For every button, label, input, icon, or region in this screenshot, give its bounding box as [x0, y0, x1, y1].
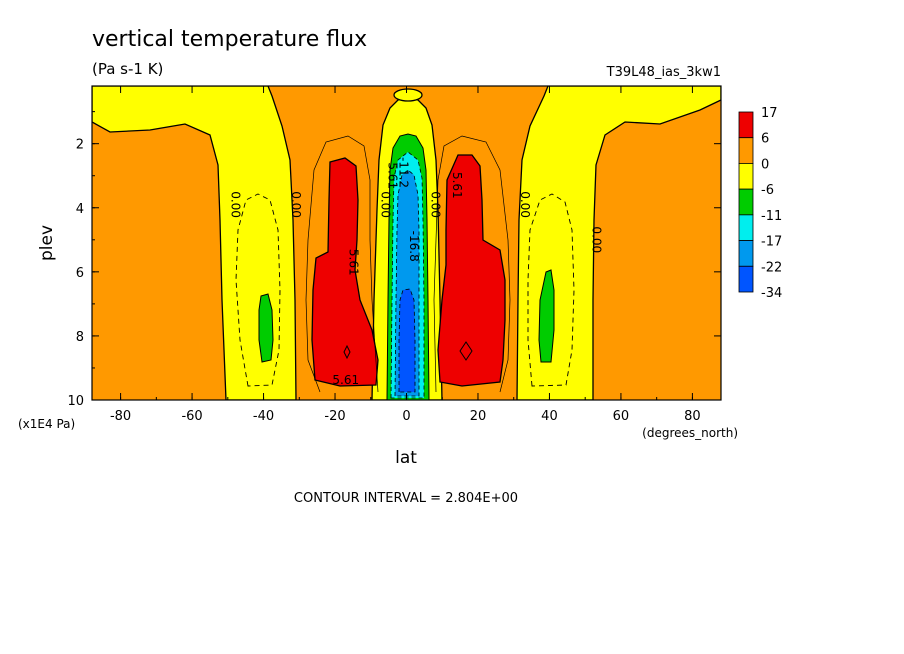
- x-tick-label: -40: [253, 409, 274, 424]
- colorbar-swatch: [738, 163, 754, 190]
- contour-label: 5.61: [450, 172, 464, 199]
- contour-dashed-left: [235, 193, 281, 387]
- colorbar-label: 6: [761, 132, 769, 147]
- contour-field: [92, 86, 721, 400]
- y-tick-label: 4: [76, 202, 84, 217]
- x-tick-label: 60: [613, 409, 630, 424]
- field-yellow-right: [516, 86, 721, 400]
- field-deepblue-center: [398, 288, 416, 393]
- y-tick-label: 2: [76, 138, 84, 153]
- contour-label: -16.8: [407, 231, 421, 262]
- x-tick-label: 40: [541, 409, 558, 424]
- y-tick-label: 6: [76, 266, 84, 281]
- chart-units: (Pa s-1 K): [92, 60, 163, 78]
- field-yellow-left: [92, 86, 297, 400]
- field-yellow-top: [393, 88, 423, 102]
- marker-left: [343, 344, 351, 360]
- x-tick-label: -60: [181, 409, 202, 424]
- colorbar-label: 0: [761, 157, 769, 172]
- contour-dashed-right: [527, 193, 575, 387]
- x-axis-ticks: -80 -60 -40 -20 0 20 40 60 80: [110, 86, 701, 424]
- field-green-left: [258, 293, 274, 363]
- colorbar-swatch: [738, 265, 754, 293]
- contour-label: 0.00: [378, 191, 392, 218]
- colorbar-swatch: [738, 137, 754, 164]
- x-tick-label: 20: [470, 409, 487, 424]
- colorbar-swatch: [738, 111, 754, 139]
- colorbar-label: -6: [761, 183, 774, 198]
- field-green-right: [538, 269, 555, 363]
- contour-label: 0.00: [518, 191, 532, 218]
- contour-label: 0.00: [589, 226, 603, 253]
- chart-title: vertical temperature flux: [92, 27, 367, 52]
- contour-label: 5.61: [346, 249, 360, 276]
- x-tick-label: -20: [324, 409, 345, 424]
- contour-label: -11.2: [396, 157, 410, 188]
- contour-labels: 0.00 0.005.610.005.61-11.2-16.80.005.610.…: [228, 157, 603, 387]
- colorbar-swatch: [738, 188, 754, 216]
- colorbar-label: -22: [761, 260, 782, 275]
- colorbar-label: -34: [761, 286, 782, 301]
- y-axis-ticks: 2 4 6 8 10: [67, 111, 721, 409]
- contour-interval: CONTOUR INTERVAL = 2.804E+00: [294, 491, 518, 506]
- colorbar-label: -11: [761, 209, 782, 224]
- contour-label: 0.00: [429, 191, 443, 218]
- x-axis-units: (degrees_north): [642, 426, 738, 440]
- y-axis-label: plev: [37, 225, 57, 261]
- colorbar-label: 17: [761, 106, 778, 121]
- colorbar: 17 6 0 -6 -11 -17 -22 -34: [738, 106, 782, 301]
- field-red-right: [437, 154, 506, 387]
- x-tick-label: -80: [110, 409, 131, 424]
- x-axis-label: lat: [395, 448, 417, 468]
- y-tick-label: 8: [76, 330, 84, 345]
- y-axis-units: (x1E4 Pa): [18, 417, 75, 431]
- colorbar-swatch: [738, 214, 754, 241]
- x-tick-label: 0: [402, 409, 410, 424]
- contour-label: 5.61: [332, 373, 359, 387]
- contour-label: 5.61: [386, 162, 400, 189]
- run-label: T39L48_ias_3kw1: [606, 65, 721, 80]
- colorbar-label: -17: [761, 235, 782, 250]
- contour-label: 0.00: [289, 191, 303, 218]
- contour-thin-left: [305, 135, 379, 393]
- marker-right: [459, 341, 473, 361]
- contour-thin-right: [433, 135, 511, 393]
- colorbar-swatch: [738, 240, 754, 267]
- contour-label: 0.00: [228, 191, 242, 218]
- y-tick-label: 10: [67, 394, 84, 409]
- x-tick-label: 80: [684, 409, 701, 424]
